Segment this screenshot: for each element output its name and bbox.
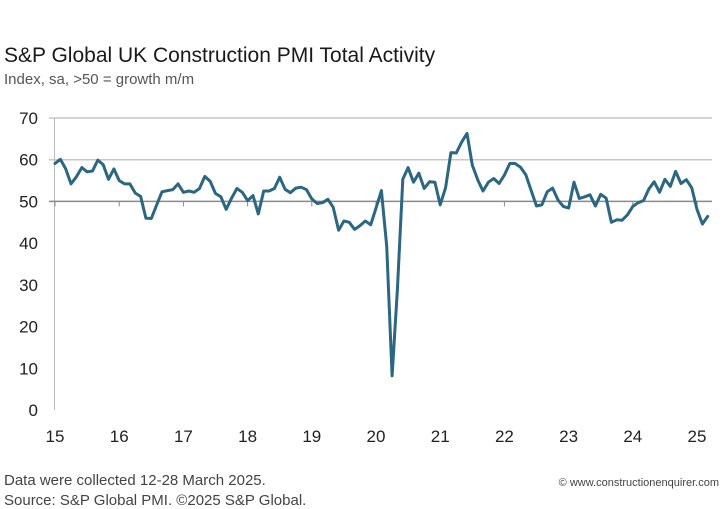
x-tick-label: 23	[559, 427, 578, 446]
data-collection-note: Data were collected 12-28 March 2025.	[4, 472, 266, 489]
pmi-line-chart: 0 10 20 30 40 50 60 70 15 16 17 18 19 20 21 22 23 24 25	[0, 0, 725, 470]
y-tick-label: 40	[19, 234, 38, 253]
x-tick-label: 18	[238, 427, 257, 446]
y-tick-label: 20	[19, 318, 38, 337]
y-tick-label: 50	[19, 192, 38, 211]
y-tick-label: 10	[19, 359, 38, 378]
x-tick-label: 17	[174, 427, 193, 446]
x-tick-label: 20	[367, 427, 386, 446]
y-tick-label: 0	[29, 401, 38, 420]
x-tick-label: 16	[110, 427, 129, 446]
y-tick-label: 30	[19, 276, 38, 295]
y-tick-label: 70	[19, 109, 38, 128]
x-tick-label: 24	[623, 427, 642, 446]
x-tick-label: 19	[302, 427, 321, 446]
source-note: Source: S&P Global PMI. ©2025 S&P Global…	[4, 492, 306, 509]
x-tick-label: 21	[431, 427, 450, 446]
x-tick-label: 22	[495, 427, 514, 446]
y-tick-label: 60	[19, 151, 38, 170]
website-credit: © www.constructionenquirer.com	[559, 477, 719, 489]
x-tick-label: 15	[46, 427, 65, 446]
series-line	[55, 133, 708, 375]
x-tick-label: 25	[688, 427, 707, 446]
